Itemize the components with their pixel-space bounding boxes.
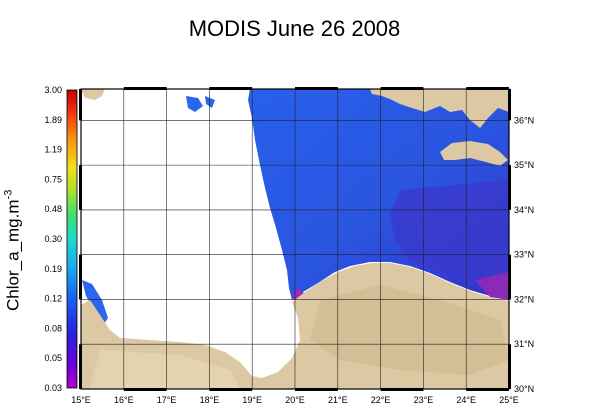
colorbar-tick-label: 0.12: [44, 294, 62, 304]
frame-bar-bottom: [295, 388, 338, 391]
colorbar-tick-label: 3.00: [44, 85, 62, 95]
latitude-label: 33°N: [514, 250, 534, 260]
longitude-labels: 15°E 16°E 17°E 18°E 19°E 20°E 21°E 22°E 23°E 24°E…: [71, 395, 519, 405]
colorbar-tick-label: 0.03: [44, 383, 62, 393]
sea-east-basin: [390, 180, 509, 290]
latitude-label: 35°N: [514, 160, 534, 170]
land-texture: [310, 285, 509, 375]
longitude-label: 16°E: [114, 395, 134, 405]
latitude-label: 34°N: [514, 205, 534, 215]
longitude-label: 17°E: [157, 395, 177, 405]
longitude-label: 24°E: [456, 395, 476, 405]
colorbar-tick-label: 1.89: [44, 115, 62, 125]
frame-bar-right: [508, 165, 511, 210]
frame-bar-bottom: [466, 388, 509, 391]
colorbar-tick-label: 0.30: [44, 234, 62, 244]
colorbar-tick-label: 0.08: [44, 323, 62, 333]
longitude-label: 21°E: [328, 395, 348, 405]
longitude-label: 19°E: [242, 395, 262, 405]
frame-bar-top: [295, 87, 338, 90]
longitude-label: 22°E: [371, 395, 391, 405]
frame-bar-bottom: [380, 388, 424, 391]
frame-bar-top: [380, 87, 424, 90]
frame-bar-left: [79, 344, 82, 389]
latitude-label: 31°N: [514, 339, 534, 349]
longitude-label: 25°E: [499, 395, 519, 405]
colorbar-ticks: 3.00 1.89 1.19 0.75 0.48 0.30 0.19 0.12 0.08 0.05…: [44, 85, 62, 393]
frame-bar-top: [209, 87, 253, 90]
land-crete: [440, 141, 508, 166]
frame-bar-left: [79, 89, 82, 121]
longitude-label: 23°E: [414, 395, 434, 405]
frame-bar-bottom: [123, 388, 167, 391]
frame-bar-right: [508, 89, 511, 121]
land-sicily: [81, 89, 105, 100]
land-texture-light: [90, 350, 240, 389]
frame-bar-left: [79, 254, 82, 300]
latitude-labels: 36°N 35°N 34°N 33°N 32°N 31°N 30°N: [514, 115, 534, 394]
colorbar: [66, 89, 78, 389]
coastal-high-east: [475, 272, 509, 300]
sea-patch-north: [205, 96, 215, 108]
sea-strip-west-coast: [82, 280, 108, 324]
longitude-label: 18°E: [200, 395, 220, 405]
colorbar-tick-label: 0.05: [44, 353, 62, 363]
colorbar-tick-label: 1.19: [44, 145, 62, 155]
map-title: MODIS June 26 2008: [188, 16, 401, 41]
land-greece: [370, 89, 509, 128]
frame-bar-right: [508, 344, 511, 389]
frame-degree-bars: [79, 87, 511, 391]
latitude-label: 36°N: [514, 115, 534, 125]
frame-bar-top: [123, 87, 167, 90]
map-content: [81, 89, 509, 389]
colorbar-tick-label: 0.48: [44, 204, 62, 214]
frame-bar-right: [508, 254, 511, 300]
graticule: [81, 89, 509, 389]
longitude-label: 15°E: [71, 395, 91, 405]
frame-bar-top: [466, 87, 509, 90]
colorbar-tick-label: 0.19: [44, 264, 62, 274]
colorbar-tick-label: 0.75: [44, 174, 62, 184]
frame-bar-left: [79, 165, 82, 210]
frame-bar-bottom: [209, 388, 253, 391]
sea-patch-west: [186, 96, 203, 112]
latitude-label: 32°N: [514, 294, 534, 304]
longitude-label: 20°E: [285, 395, 305, 405]
latitude-label: 30°N: [514, 384, 534, 394]
